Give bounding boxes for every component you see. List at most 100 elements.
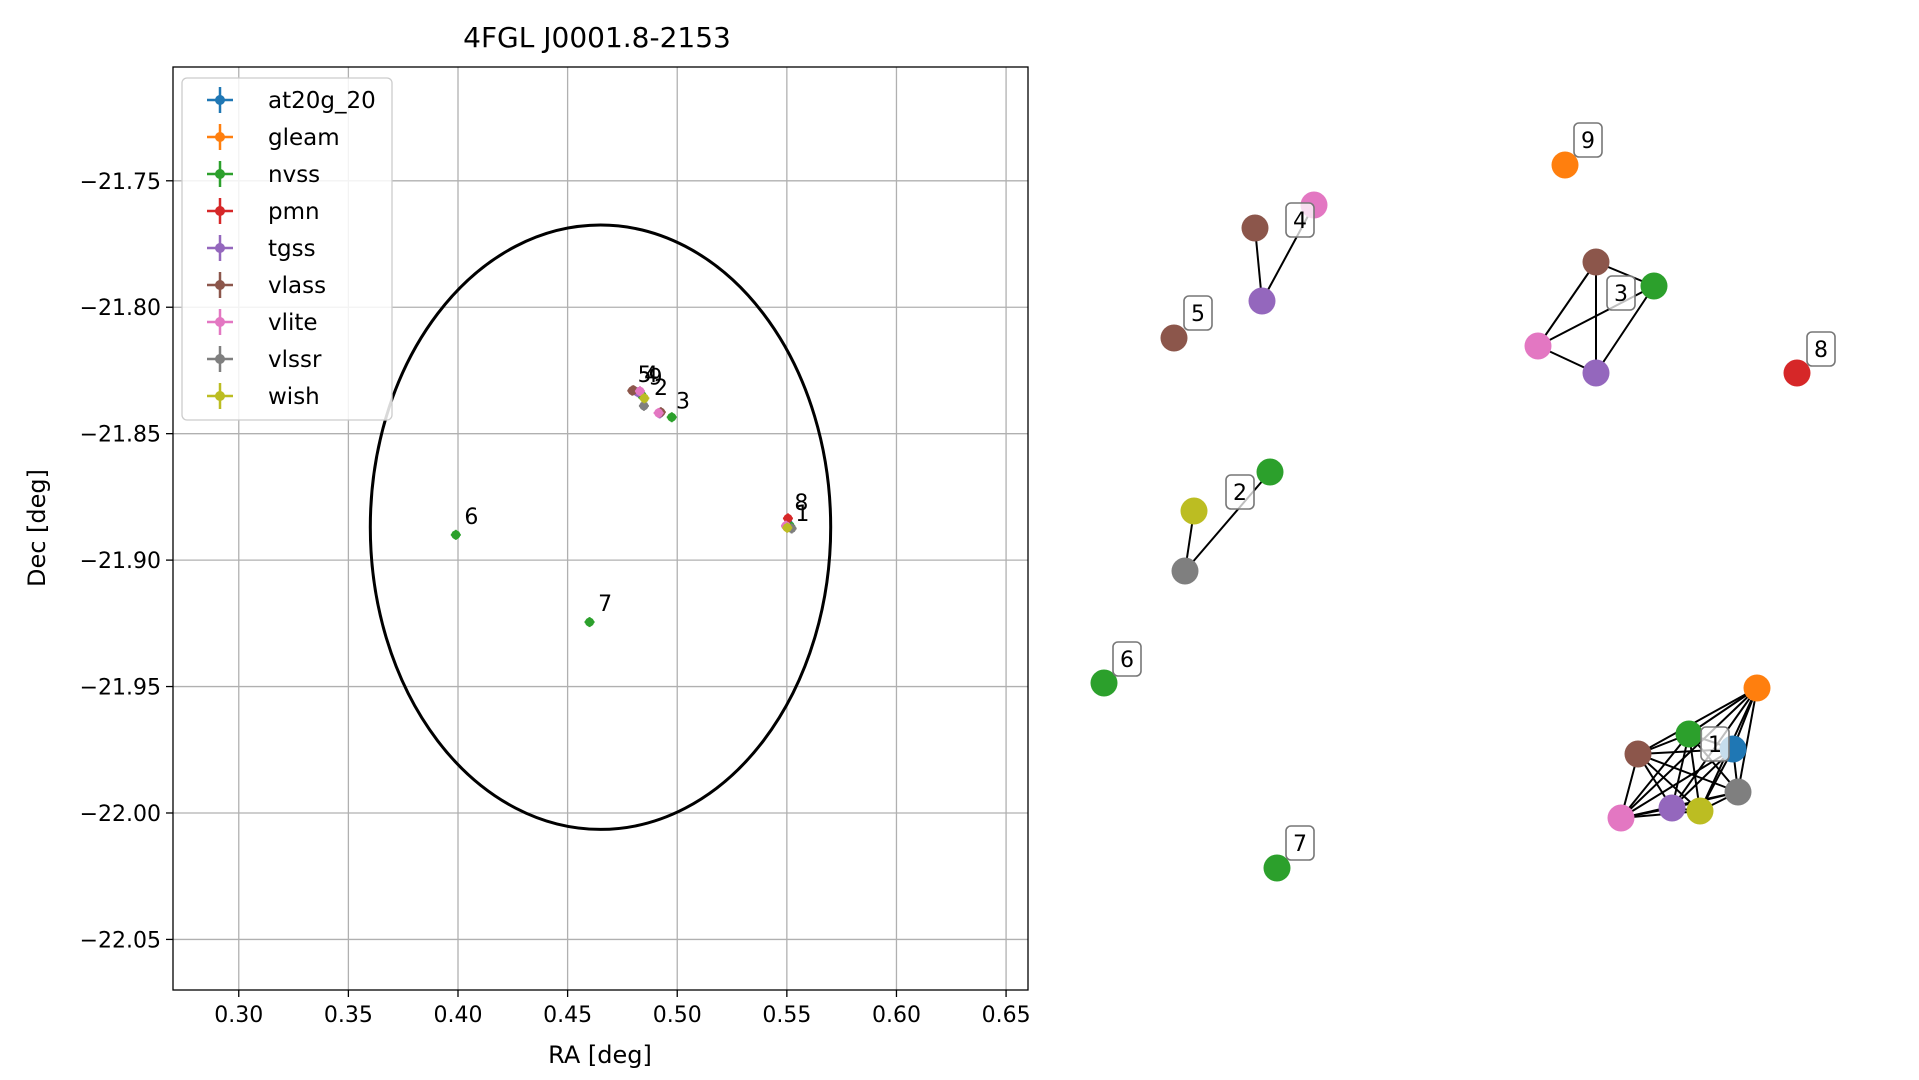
data-point-wish: [782, 522, 793, 533]
legend-label: gleam: [268, 125, 340, 151]
point-marker: [654, 408, 664, 418]
cluster-label-text: 9: [1581, 129, 1595, 154]
network-node: [1640, 272, 1668, 300]
y-tick-label: −22.05: [80, 928, 161, 953]
legend-entry-vlssr: vlssr: [207, 346, 322, 373]
y-tick-label: −21.90: [80, 549, 161, 574]
network-edge: [1537, 261, 1597, 347]
grid: [173, 67, 1028, 990]
cluster-label-text: 1: [1708, 733, 1722, 758]
point-annotation: 1: [795, 502, 809, 527]
plot-frame: [172, 66, 1029, 991]
y-axis-ticks: −21.75 −21.80 −21.85 −21.90 −21.95 −22.00 −22.…: [80, 170, 173, 953]
legend-entry-tgss: tgss: [207, 235, 316, 262]
network-node: [1256, 458, 1284, 486]
point-annotation: 5: [638, 363, 652, 388]
data-point-pmn: [782, 513, 793, 524]
cluster-label-box: [1285, 825, 1315, 861]
point-marker: [635, 386, 645, 396]
cluster-label-box: [1573, 122, 1603, 158]
cluster-label-9: 9: [1573, 122, 1603, 158]
network-node: [1248, 287, 1276, 315]
point-annotation: 8: [794, 491, 808, 516]
data-point-wish: [639, 393, 650, 404]
data-point-vlite: [634, 386, 645, 397]
cluster-label-box: [1606, 275, 1636, 311]
network-edge: [1595, 285, 1655, 374]
network-node: [1686, 797, 1714, 825]
cluster-label-text: 3: [1614, 282, 1628, 307]
network-node: [1582, 359, 1610, 387]
cluster-label-8: 8: [1806, 331, 1836, 367]
legend-swatch-dot: [215, 169, 225, 179]
cluster-label-text: 8: [1814, 338, 1828, 363]
x-tick-label: 0.60: [872, 1003, 921, 1028]
legend-entry-at20g_20: at20g_20: [207, 87, 376, 114]
data-point-vlite: [653, 407, 664, 418]
legend-label: nvss: [268, 162, 320, 188]
legend-entry-vlass: vlass: [207, 272, 326, 299]
y-tick-label: −21.80: [80, 296, 161, 321]
data-point-nvss: [584, 617, 595, 628]
point-marker: [783, 513, 793, 523]
y-tick-label: −21.85: [80, 423, 161, 448]
point-annotation: 2: [654, 376, 668, 401]
cluster-label-7: 7: [1285, 825, 1315, 861]
uncertainty-ellipse-layer: [368, 223, 833, 831]
network-edge: [1637, 687, 1758, 755]
cluster-label-box: [1285, 202, 1315, 238]
network-node: [1743, 674, 1771, 702]
legend-swatch-dot: [215, 317, 225, 327]
network-edge: [1620, 733, 1690, 819]
cluster-label-text: 6: [1120, 648, 1134, 673]
legend-label: pmn: [268, 199, 320, 225]
point-marker: [667, 412, 677, 422]
x-tick-label: 0.65: [982, 1003, 1031, 1028]
chart-title: 4FGL J0001.8-2153: [463, 21, 731, 54]
data-point-nvss: [666, 412, 677, 423]
uncertainty-ellipse: [368, 223, 833, 831]
legend-entry-nvss: nvss: [207, 161, 320, 188]
data-point-nvss: [450, 529, 461, 540]
point-annotation: 6: [464, 505, 478, 530]
x-tick-label: 0.35: [324, 1003, 373, 1028]
legend-swatch-dot: [215, 132, 225, 142]
cluster-label-box: [1806, 331, 1836, 367]
x-tick-label: 0.40: [434, 1003, 483, 1028]
network-edge: [1637, 753, 1739, 793]
data-points: [450, 385, 797, 628]
x-tick-label: 0.45: [543, 1003, 592, 1028]
network-node: [1171, 557, 1199, 585]
legend-label: at20g_20: [268, 88, 376, 114]
legend-swatch-dot: [215, 95, 225, 105]
cluster-label-4: 4: [1285, 202, 1315, 238]
cluster-label-3: 3: [1606, 275, 1636, 311]
legend-label: tgss: [268, 236, 316, 262]
network-edges: [1184, 204, 1758, 819]
point-marker: [639, 393, 649, 403]
legend-label: vlssr: [268, 347, 322, 373]
cluster-label-1: 1: [1700, 726, 1730, 762]
cluster-label-box: [1700, 726, 1730, 762]
x-tick-label: 0.30: [214, 1003, 263, 1028]
legend-swatch-dot: [215, 354, 225, 364]
point-marker: [451, 530, 461, 540]
cluster-labels: 1 2 3 4 5 6 7 8 9: [1112, 122, 1836, 861]
cluster-label-box: [1183, 295, 1213, 331]
x-tick-label: 0.55: [762, 1003, 811, 1028]
legend-swatch-dot: [215, 280, 225, 290]
network-node: [1624, 740, 1652, 768]
point-marker: [628, 385, 638, 395]
legend-label: vlass: [268, 273, 326, 299]
point-annotation: 7: [598, 592, 612, 617]
network-node: [1582, 248, 1610, 276]
network-node: [1180, 497, 1208, 525]
cluster-label-box: [1225, 474, 1255, 510]
network-node: [1675, 720, 1703, 748]
cluster-label-text: 7: [1293, 832, 1307, 857]
cluster-label-text: 4: [1293, 209, 1307, 234]
